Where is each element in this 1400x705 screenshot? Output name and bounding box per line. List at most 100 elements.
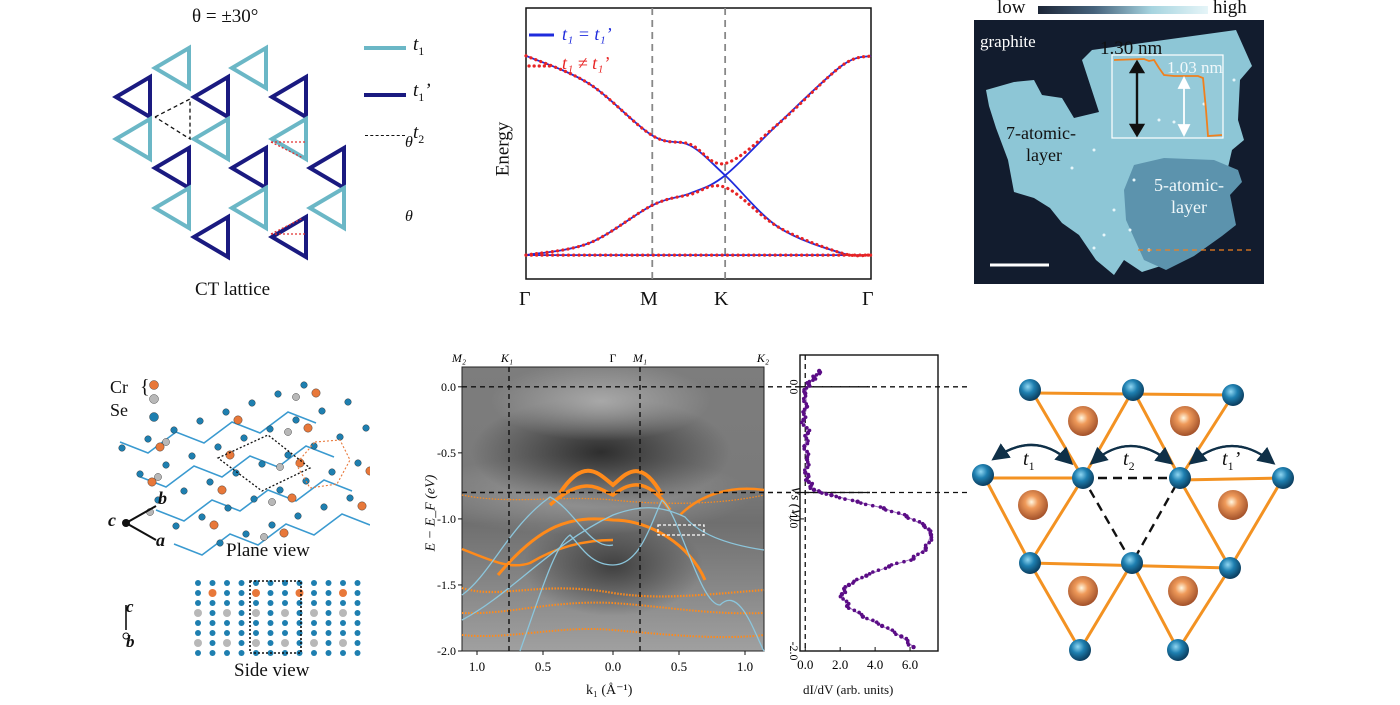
side-view-atom [339,609,347,617]
dft-band-orange [496,517,707,581]
didv-point [889,563,894,567]
arpes-intensity-map [462,367,764,651]
didv-point [805,381,809,385]
ct-lattice-caption: CT lattice [195,279,271,300]
didv-point [799,420,804,425]
se-atom [224,504,232,512]
se-atom [362,424,370,432]
cr-atom-alt [154,473,162,481]
side-view-atom [339,589,347,597]
legend-t1-swatch [364,46,406,50]
crystal-structure-panel: Cr { Se c b a Plane view c b Side view [100,360,370,700]
side-view-structure [194,580,361,656]
se-atom [250,495,258,503]
didv-point [906,516,910,520]
legend-t2-label: t2 [413,122,424,147]
side-view-atom [325,600,332,606]
didv-point [801,396,806,401]
didv-point [814,373,819,377]
side-view-atom [267,620,274,626]
colorbar-low-label: low [997,0,1026,18]
t1-triangle [306,184,346,232]
se-atom [292,416,300,424]
stm-flake-shapes [986,30,1252,275]
five-layer-region [1124,158,1242,270]
didv-point [883,566,888,571]
legend-cr-label: Cr [110,377,128,397]
cr-atom-alt [292,393,300,401]
didv-point [911,554,916,559]
side-view-atom [209,610,216,616]
side-view-atom [195,590,201,596]
se-atom [170,426,178,434]
side-view-atom [267,590,274,596]
didv-point [846,606,851,611]
cr-atom [217,485,227,495]
didv-point [909,558,913,562]
didv-point [878,505,883,509]
side-view-atom [281,609,289,617]
didv-point [806,479,811,485]
didv-point [803,415,808,419]
side-view-atom [325,640,332,646]
didv-point [829,492,834,498]
hopping-lattice-diagram [972,379,1294,661]
didv-point [855,499,860,504]
se-atom [302,477,310,485]
cr-atom-alt [284,428,292,436]
side-view-atom [310,639,318,647]
kagome-bond [1130,562,1180,651]
side-view-atom [354,600,361,606]
side-view-atom [325,620,332,626]
cr-atom-alt [260,533,268,541]
side-view-atom [354,580,361,586]
didv-xlabel: dI/dV (arb. units) [803,682,894,697]
t1-triangle [228,44,268,92]
didv-point [899,634,904,639]
side-view-atom [325,610,332,616]
ct-lattice-panel: θ = ±30° CT lattice t1 t1’ t2 θ θ [100,0,450,310]
hop-t1-sub: 1 [1028,459,1035,473]
side-view-atom [311,590,317,596]
cr-atom [1068,576,1098,606]
didv-point [804,436,809,441]
didv-point [802,389,806,394]
side-view-atom [311,630,317,636]
se-atom [344,398,352,406]
didv-frame [799,354,939,652]
se-atom [300,381,308,389]
se-atom [162,461,170,469]
k-point-label: Γ [610,351,617,365]
theta-label: θ = ±30° [192,6,259,27]
didv-point [928,531,933,535]
se-bond-chain [137,445,335,488]
y-tick-label: -0.5 [437,446,456,460]
legend-t1-label: t1 [413,34,424,59]
axis-b-label: b [158,488,167,508]
didv-point [917,520,922,524]
side-view-atom [238,580,245,586]
y-tick-label: -1.0 [437,512,456,526]
theta-angle-label-1: θ [405,134,413,151]
didv-point [802,447,807,451]
side-view-atom [224,590,230,596]
t2-dashed-triangle [1080,476,1183,566]
se-bond-chain [173,513,370,556]
se-atom [1069,639,1091,661]
side-view-atom [195,630,201,636]
hop-t1p-sub: 1 [1227,459,1234,473]
side-view-atom [209,650,216,656]
y-tick-label: -1.0 [787,509,801,528]
y-tick-label: -1.5 [437,578,456,592]
kagome-bond [1078,562,1134,651]
t2-hopping-arrow-back [1089,444,1171,465]
legend-t1p-label: t1’ [413,80,431,105]
side-view-atom [267,640,274,646]
legend-brace: { [140,376,150,398]
side-view-atom [325,580,332,586]
side-view-atom [340,650,346,656]
cr-atom [155,442,165,452]
t1-hopping-arrow-back [991,443,1071,463]
cr-atom [365,466,370,476]
axis-a-arrow [125,522,157,541]
